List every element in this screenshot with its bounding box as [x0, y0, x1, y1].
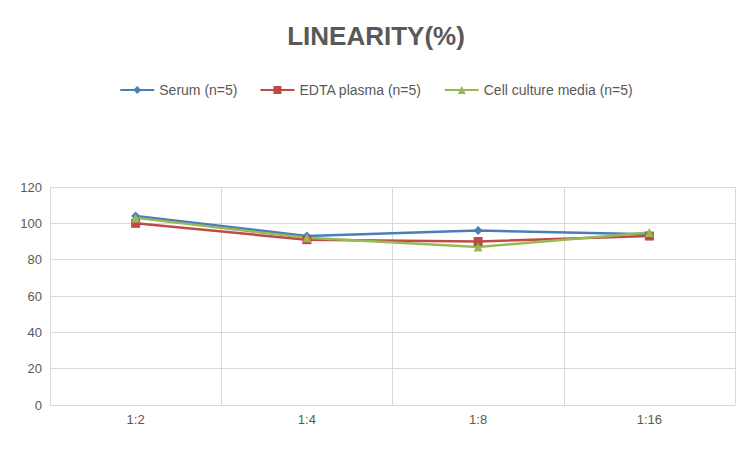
svg-text:40: 40 [28, 325, 42, 340]
svg-text:20: 20 [28, 361, 42, 376]
svg-text:100: 100 [20, 216, 42, 231]
svg-text:1:2: 1:2 [127, 412, 145, 427]
svg-text:60: 60 [28, 289, 42, 304]
svg-text:120: 120 [20, 180, 42, 195]
svg-text:EDTA plasma (n=5): EDTA plasma (n=5) [299, 82, 421, 98]
svg-text:0: 0 [35, 398, 42, 413]
svg-text:LINEARITY(%): LINEARITY(%) [287, 21, 465, 51]
svg-text:80: 80 [28, 252, 42, 267]
svg-text:Cell culture media (n=5): Cell culture media (n=5) [484, 82, 633, 98]
svg-text:1:4: 1:4 [298, 412, 316, 427]
svg-text:Serum (n=5): Serum (n=5) [159, 82, 237, 98]
svg-text:1:16: 1:16 [637, 412, 662, 427]
svg-text:1:8: 1:8 [469, 412, 487, 427]
